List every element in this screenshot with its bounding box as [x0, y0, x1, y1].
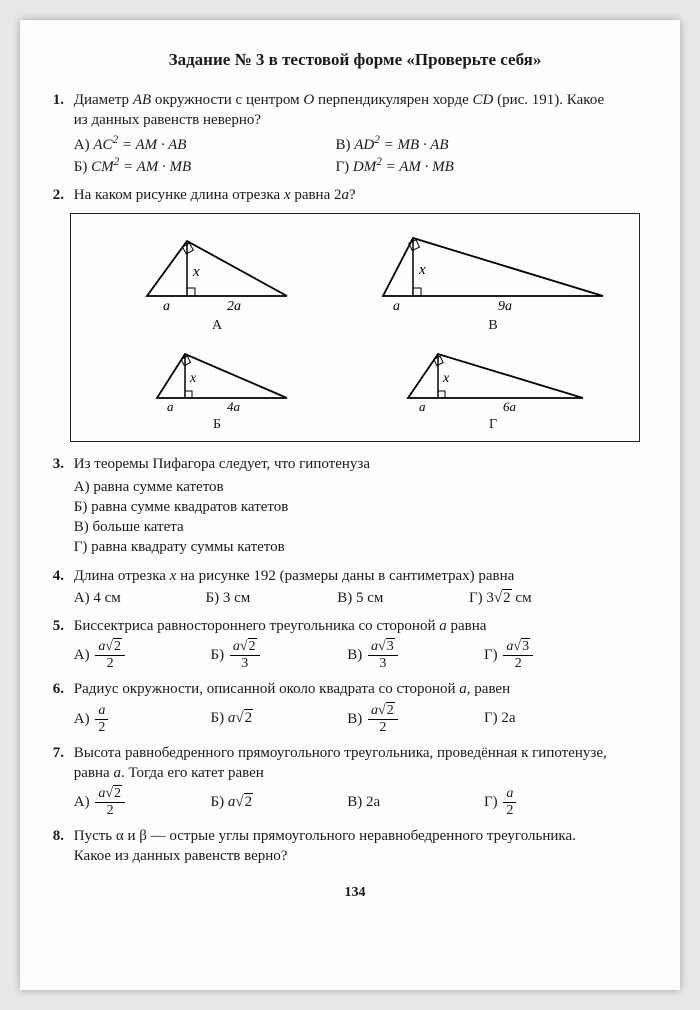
- svg-text:x: x: [189, 371, 197, 386]
- q5-optA: А) a22: [74, 640, 179, 671]
- q7-optG: Г) a2: [484, 787, 518, 818]
- textbook-page: Задание № 3 в тестовой форме «Проверьте …: [20, 20, 680, 990]
- q5-body: Биссектриса равностороннего треугольника…: [74, 616, 614, 671]
- q7-body: Высота равнобедренного прямоугольного тр…: [74, 743, 614, 819]
- svg-text:a: a: [419, 399, 426, 414]
- q4-options: А) 4 см Б) 3 см В) 5 см Г) 32 см: [74, 588, 614, 608]
- q2-diagram-box: x a 2a А x a 9a В: [70, 213, 640, 442]
- q3-optV: В) больше катета: [74, 517, 614, 537]
- triangle-B-svg: x a 4a: [127, 340, 307, 415]
- q6-options: А) a2 Б) a2 В) a22 Г) 2a: [74, 704, 614, 735]
- question-7: 7. Высота равнобедренного прямоугольного…: [70, 743, 640, 819]
- question-6: 6. Радиус окружности, описанной около кв…: [70, 679, 640, 734]
- svg-text:6a: 6a: [503, 399, 517, 414]
- svg-text:a: a: [393, 299, 400, 314]
- q7-optV: В) 2a: [347, 792, 452, 812]
- svg-text:4a: 4a: [227, 399, 241, 414]
- q5-optV: В) a33: [347, 640, 452, 671]
- q6-num: 6.: [42, 679, 64, 699]
- svg-text:2a: 2a: [227, 299, 241, 314]
- q5-options: А) a22 Б) a23 В) a33 Г) a32: [74, 640, 614, 671]
- q3-num: 3.: [42, 454, 64, 474]
- q7-optB: Б) a2: [211, 792, 316, 812]
- triangle-G-svg: x a 6a: [383, 340, 603, 415]
- question-5: 5. Биссектриса равностороннего треугольн…: [70, 616, 640, 671]
- q8-body: Пусть α и β — острые углы прямоугольного…: [74, 826, 614, 867]
- q4-num: 4.: [42, 566, 64, 586]
- question-4: 4. Длина отрезка x на рисунке 192 (разме…: [70, 566, 640, 609]
- page-number: 134: [70, 885, 640, 901]
- q6-optA: А) a2: [74, 704, 179, 735]
- q3-optA: А) равна сумме катетов: [74, 477, 614, 497]
- q1-optA: А) AC2 = AM · AB: [74, 133, 304, 155]
- triangle-V-svg: x a 9a: [363, 226, 623, 316]
- svg-text:9a: 9a: [498, 299, 512, 314]
- q3-optB: Б) равна сумме квадратов катетов: [74, 497, 614, 517]
- q1-optV: В) AD2 = MB · AB: [336, 133, 449, 155]
- triangle-A-svg: x a 2a: [117, 226, 317, 316]
- q4-optG: Г) 32 см: [469, 588, 532, 608]
- diagram-B: x a 4a Б: [79, 340, 355, 433]
- question-8: 8. Пусть α и β — острые углы прямоугольн…: [70, 826, 640, 867]
- q3-body: Из теоремы Пифагора следует, что гипотен…: [74, 454, 614, 557]
- q4-optA: А) 4 см: [74, 588, 174, 608]
- svg-text:x: x: [418, 262, 426, 278]
- svg-text:a: a: [163, 299, 170, 314]
- q6-optG: Г) 2a: [484, 708, 516, 728]
- q6-body: Радиус окружности, описанной около квадр…: [74, 679, 614, 734]
- q4-optB: Б) 3 см: [206, 588, 306, 608]
- q7-num: 7.: [42, 743, 64, 763]
- diagram-V: x a 9a В: [355, 226, 631, 334]
- q5-optB: Б) a23: [211, 640, 316, 671]
- q7-options: А) a22 Б) a2 В) 2a Г) a2: [74, 787, 614, 818]
- q8-num: 8.: [42, 826, 64, 846]
- q1-optG: Г) DM2 = AM · MB: [336, 155, 454, 177]
- q1-body: Диаметр AB окружности с центром O перпен…: [74, 90, 614, 177]
- question-1: 1. Диаметр AB окружности с центром O пер…: [70, 90, 640, 177]
- q2-num: 2.: [42, 185, 64, 205]
- diagram-A: x a 2a А: [79, 226, 355, 334]
- q4-optV: В) 5 см: [337, 588, 437, 608]
- question-3: 3. Из теоремы Пифагора следует, что гипо…: [70, 454, 640, 557]
- q1-num: 1.: [42, 90, 64, 110]
- q6-optB: Б) a2: [211, 708, 316, 728]
- q3-optG: Г) равна квадрату суммы катетов: [74, 537, 614, 557]
- svg-text:x: x: [192, 264, 200, 280]
- svg-text:x: x: [442, 371, 450, 386]
- page-title: Задание № 3 в тестовой форме «Проверьте …: [70, 50, 640, 70]
- q1-optB: Б) CM2 = AM · MB: [74, 155, 304, 177]
- q5-optG: Г) a32: [484, 640, 535, 671]
- diagram-G: x a 6a Г: [355, 340, 631, 433]
- q5-num: 5.: [42, 616, 64, 636]
- question-2: 2. На каком рисунке длина отрезка x равн…: [70, 185, 640, 205]
- q6-optV: В) a22: [347, 704, 452, 735]
- q2-text: На каком рисунке длина отрезка x равна 2…: [74, 185, 614, 205]
- svg-text:a: a: [167, 399, 174, 414]
- q3-options: А) равна сумме катетов Б) равна сумме кв…: [74, 477, 614, 558]
- q1-options: А) AC2 = AM · AB В) AD2 = MB · AB Б) CM2…: [74, 133, 614, 178]
- q4-body: Длина отрезка x на рисунке 192 (размеры …: [74, 566, 614, 609]
- q7-optA: А) a22: [74, 787, 179, 818]
